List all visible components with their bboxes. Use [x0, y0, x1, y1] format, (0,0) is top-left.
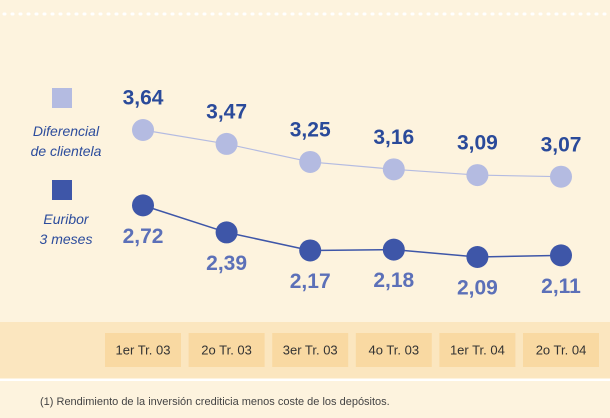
data-point	[299, 150, 322, 173]
category-box	[272, 333, 349, 367]
data-label: 3,64	[123, 87, 164, 110]
category-box	[105, 333, 181, 367]
data-point	[215, 221, 238, 244]
data-point	[132, 194, 154, 217]
footnote: (1) Rendimiento de la inversión creditic…	[40, 396, 390, 408]
category-box	[355, 333, 432, 367]
data-point	[382, 238, 405, 261]
legend-swatch	[52, 180, 72, 200]
data-label: 2,18	[373, 269, 414, 292]
x-tick-label: 2o Tr. 04	[536, 342, 587, 357]
x-tick-label: 3er Tr. 03	[283, 342, 338, 357]
category-box	[523, 333, 599, 367]
x-tick-label: 1er Tr. 03	[116, 342, 171, 357]
data-point	[466, 246, 489, 268]
data-label: 2,39	[206, 252, 247, 275]
data-point	[550, 244, 572, 267]
data-point	[215, 132, 238, 155]
data-label: 3,47	[206, 100, 247, 123]
data-point	[299, 239, 322, 262]
legend-swatch	[52, 88, 72, 108]
data-label: 2,72	[123, 225, 164, 248]
data-label: 3,16	[373, 126, 414, 149]
x-tick-label: 4o Tr. 03	[369, 342, 420, 357]
data-label: 2,11	[541, 275, 581, 298]
data-point	[550, 165, 572, 188]
legend-label: Diferencial de clientela	[31, 123, 102, 159]
data-point	[466, 164, 489, 187]
data-label: 2,17	[290, 270, 331, 293]
data-label: 3,07	[541, 133, 582, 156]
x-tick-label: 1er Tr. 04	[450, 342, 505, 357]
data-point	[382, 158, 405, 181]
category-box	[188, 333, 265, 367]
legend-label: Euribor 3 meses	[40, 211, 93, 247]
data-label: 3,09	[457, 132, 498, 155]
data-point	[132, 119, 154, 141]
data-label: 2,09	[457, 277, 498, 300]
series-line	[142, 129, 562, 178]
x-tick-label: 2o Tr. 03	[201, 342, 252, 357]
category-box	[439, 333, 516, 367]
data-label: 3,25	[290, 119, 331, 142]
series-line	[142, 204, 562, 258]
